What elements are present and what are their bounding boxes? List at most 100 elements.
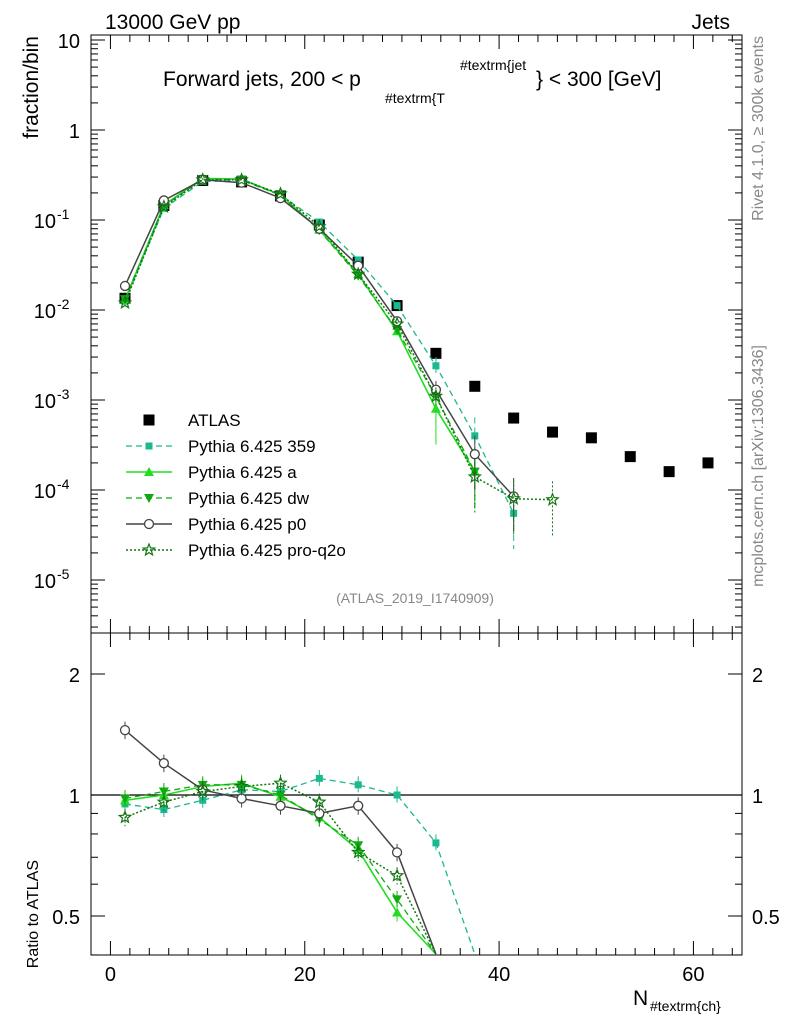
point-pdw: [392, 895, 403, 905]
series-line-pdw: [124, 178, 476, 472]
series-pq2o: [117, 774, 437, 955]
point-pq2o: [117, 295, 133, 310]
xlabel-sub: #textrm{ch}: [650, 998, 721, 1014]
y-tick-label: 10: [34, 301, 56, 323]
point-pq2o: [273, 775, 288, 790]
point-atlas: [624, 451, 636, 463]
top-axis-ticks: [91, 35, 742, 633]
series-pdw: [120, 175, 480, 508]
y-tick-label-right: 0.5: [752, 907, 780, 929]
point-p359: [354, 256, 362, 264]
legend-marker-pdw: [144, 494, 154, 503]
point-pp0: [391, 847, 403, 858]
point-atlas: [585, 432, 597, 444]
point-pa: [392, 907, 403, 917]
point-atlas: [469, 380, 481, 392]
title-sup: #textrm{jet: [460, 57, 526, 73]
x-tick-labels: 0 20 40 60: [105, 964, 705, 986]
analysis-tag: (ATLAS_2019_I1740909): [336, 590, 494, 606]
point-pp0: [353, 260, 364, 271]
title-main: Forward jets, 200 < p: [163, 68, 361, 91]
point-pq2o: [312, 218, 327, 233]
legend-item: Pythia 6.425 dw: [126, 489, 310, 508]
x-tick-label: 20: [294, 964, 316, 986]
point-atlas: [663, 466, 675, 478]
point-p359: [432, 362, 440, 370]
y-tick-label-right: 2: [752, 665, 763, 687]
legend-item: Pythia 6.425 359: [126, 437, 316, 456]
x-tick-label: 40: [488, 964, 510, 986]
point-pp0: [469, 449, 480, 460]
y-tick-label: 10: [34, 571, 56, 593]
bottom-series-group: [117, 721, 476, 955]
point-p359: [160, 806, 168, 814]
title-sub: #textrm{T: [385, 90, 445, 106]
y-tick-label-exponent: -2: [57, 296, 70, 312]
header-right: Jets: [691, 11, 730, 34]
point-p359: [393, 791, 401, 799]
point-pp0: [275, 800, 286, 811]
y-tick-label-exponent: -3: [57, 386, 70, 402]
point-pq2o: [467, 469, 483, 484]
y-tick-label-exponent: -5: [57, 566, 70, 582]
point-pq2o: [312, 794, 327, 809]
legend-marker-atlas: [143, 414, 155, 426]
series-line-pdw: [124, 784, 437, 955]
legend-marker-p359: [145, 442, 153, 450]
point-pp0: [119, 280, 131, 292]
legend-label: Pythia 6.425 pro-q2o: [188, 541, 346, 560]
point-atlas: [702, 457, 714, 469]
bottom-ylabel: Ratio to ATLAS: [25, 860, 42, 968]
point-pp0: [158, 758, 170, 769]
legend-label: Pythia 6.425 a: [188, 463, 297, 482]
series-pp0: [119, 721, 437, 955]
point-pq2o: [389, 316, 405, 331]
point-pq2o: [195, 172, 210, 186]
top-ylabel: fraction/bin: [20, 36, 43, 139]
point-pq2o: [195, 783, 210, 798]
point-pp0: [314, 808, 325, 819]
legend-item: Pythia 6.425 pro-q2o: [126, 541, 346, 560]
bottom-y-tick-labels: 2 2 1 1 0.5 0.5: [52, 665, 780, 929]
point-pdw: [158, 787, 169, 797]
top-series-group: [117, 172, 714, 550]
point-pq2o: [350, 844, 366, 859]
title-tail: } < 300 [GeV]: [536, 68, 662, 91]
y-tick-label: 0.5: [52, 907, 80, 929]
x-tick-label: 60: [682, 964, 704, 986]
legend-label: Pythia 6.425 p0: [188, 515, 306, 534]
y-tick-label: 10: [34, 481, 56, 503]
point-atlas: [547, 426, 559, 438]
series-line-pa: [124, 177, 476, 473]
bottom-axis-ticks: [91, 633, 742, 956]
legend-label: Pythia 6.425 dw: [188, 489, 310, 508]
point-pdw: [120, 794, 131, 804]
legend-item: Pythia 6.425 a: [126, 463, 297, 482]
legend-item: ATLAS: [143, 411, 241, 430]
point-pq2o: [156, 794, 172, 809]
series-line-pp0: [124, 729, 437, 955]
xlabel: N: [633, 987, 648, 1010]
x-tick-label: 0: [105, 964, 116, 986]
header-left: 13000 GeV pp: [105, 11, 240, 34]
y-tick-label: 10: [58, 31, 80, 53]
y-tick-label: 1: [69, 121, 80, 143]
series-atlas: [119, 174, 714, 478]
y-tick-label: 1: [69, 786, 80, 808]
legend: ATLAS Pythia 6.425 359 Pythia 6.425 a Pythi…: [126, 411, 346, 560]
point-pdw: [120, 295, 131, 305]
point-pq2o: [428, 388, 444, 403]
bottom-panel-frame: [90, 632, 743, 956]
legend-marker-pa: [144, 467, 154, 476]
point-atlas: [508, 412, 520, 424]
point-atlas: [430, 347, 442, 359]
point-pq2o: [545, 492, 560, 506]
legend-item: Pythia 6.425 p0: [126, 515, 306, 534]
legend-marker-pp0: [143, 518, 155, 530]
legend-label: ATLAS: [188, 411, 241, 430]
point-pq2o: [117, 809, 133, 824]
y-tick-label-exponent: -4: [57, 476, 70, 492]
point-pq2o: [350, 266, 366, 281]
